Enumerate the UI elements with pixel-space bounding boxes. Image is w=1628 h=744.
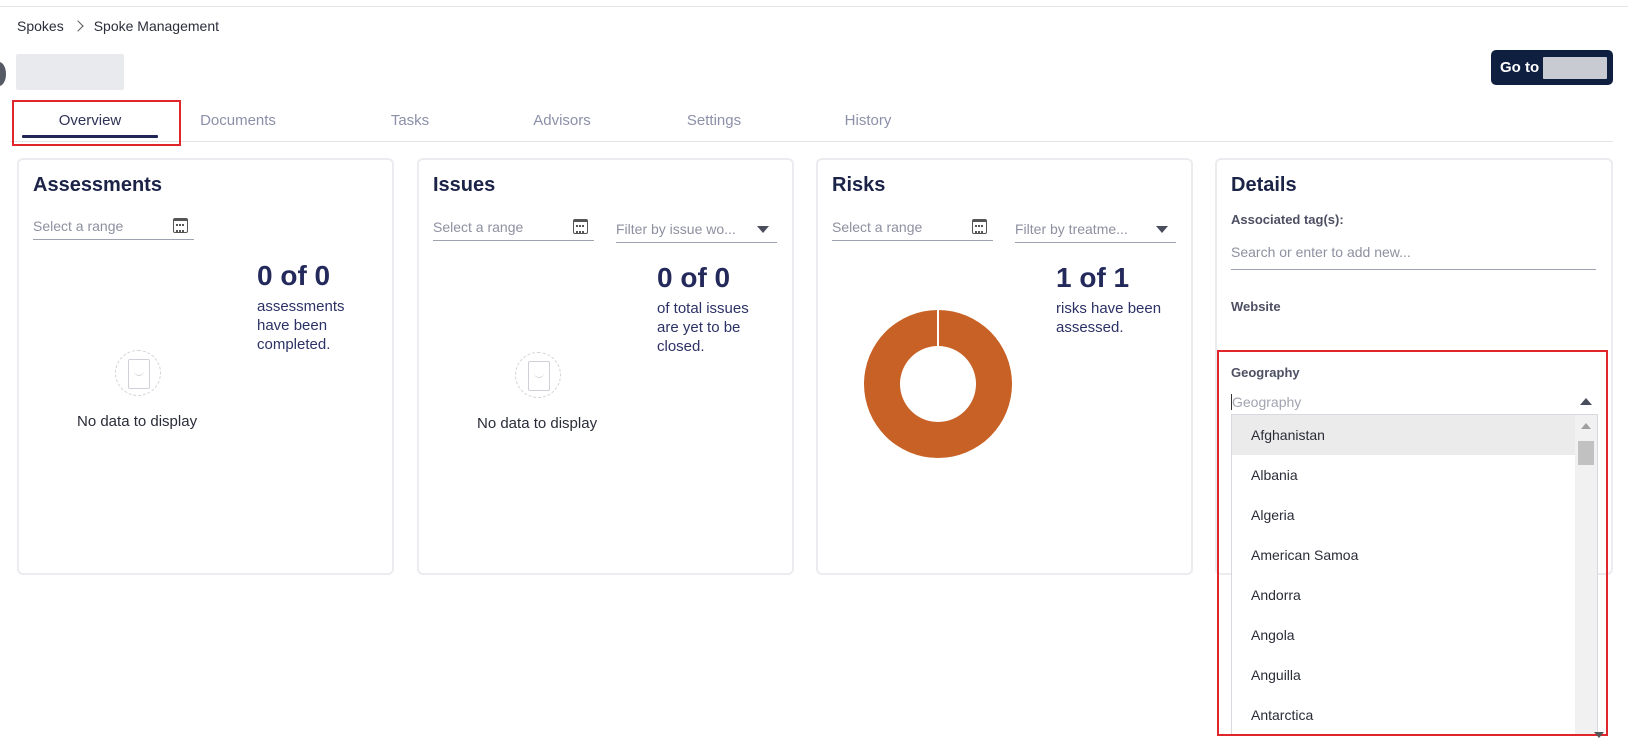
geography-option-andorra[interactable]: Andorra (1251, 587, 1301, 603)
risks-donut-chart (864, 308, 1012, 458)
issues-empty-text: No data to display (477, 415, 598, 432)
issues-stat: 0 of 0 (657, 262, 731, 293)
risks-donut-segment (864, 310, 1012, 458)
risks-title: Risks (832, 174, 886, 196)
breadcrumb-spokes-link[interactable]: Spokes (17, 18, 64, 34)
risks-range-placeholder: Select a range (832, 218, 923, 235)
risks-stat: 1 of 1 (1056, 262, 1130, 293)
tab-documents[interactable]: Documents (200, 112, 276, 129)
dropdown-scrollbar[interactable] (1575, 415, 1597, 735)
geography-option-algeria[interactable]: Algeria (1251, 507, 1295, 523)
tags-search-input[interactable]: Search or enter to add new... (1231, 234, 1596, 270)
assessments-stat: 0 of 0 (257, 260, 331, 291)
chevron-up-icon[interactable] (1580, 398, 1592, 405)
issues-filter-placeholder: Filter by issue wo... (616, 220, 736, 237)
tab-tasks[interactable]: Tasks (390, 112, 430, 129)
no-data-file-icon (515, 352, 561, 398)
calendar-icon[interactable] (573, 219, 588, 234)
assessments-card: Assessments Select a range 0 of 0 assess… (17, 158, 394, 575)
risks-filter-placeholder: Filter by treatme... (1015, 220, 1128, 237)
geography-option-angola[interactable]: Angola (1251, 627, 1295, 643)
avatar (0, 62, 6, 86)
go-to-label: Go to (1500, 59, 1540, 76)
calendar-icon[interactable] (972, 219, 987, 234)
assessments-range-input[interactable]: Select a range (33, 212, 194, 240)
tab-bar: Overview Documents Tasks Advisors Settin… (10, 100, 1613, 142)
geography-option-anguilla[interactable]: Anguilla (1251, 667, 1301, 683)
chevron-right-icon (72, 20, 84, 32)
issues-stat-desc: of total issues are yet to be closed. (657, 300, 749, 355)
issues-range-placeholder: Select a range (433, 218, 524, 235)
tab-history[interactable]: History (844, 112, 892, 129)
risks-filter-select[interactable]: Filter by treatme... (1015, 215, 1176, 243)
risks-card: Risks Select a range Filter by treatme..… (816, 158, 1193, 575)
breadcrumb-current: Spoke Management (93, 18, 220, 34)
issues-range-input[interactable]: Select a range (433, 213, 594, 241)
issues-filter-select[interactable]: Filter by issue wo... (616, 215, 777, 243)
go-to-button[interactable]: Go to (1491, 50, 1613, 85)
chevron-down-icon (757, 226, 769, 233)
chevron-down-icon (1156, 226, 1168, 233)
assessments-empty-text: No data to display (77, 413, 198, 430)
risks-range-input[interactable]: Select a range (832, 213, 993, 241)
scroll-up-arrow-icon[interactable] (1581, 423, 1591, 429)
tab-advisors[interactable]: Advisors (533, 112, 591, 129)
geography-dropdown-list: Afghanistan Albania Algeria American Sam… (1231, 414, 1598, 736)
geography-placeholder: Geography (1232, 394, 1302, 410)
issues-title: Issues (433, 174, 496, 196)
issues-card: Issues Select a range Filter by issue wo… (417, 158, 794, 575)
risks-stat-desc: risks have been assessed. (1056, 300, 1162, 336)
associated-tags-label: Associated tag(s): (1231, 212, 1344, 227)
scroll-down-arrow-icon[interactable] (1594, 732, 1604, 738)
geography-option-albania[interactable]: Albania (1251, 467, 1298, 483)
scrollbar-thumb[interactable] (1578, 441, 1594, 465)
details-title: Details (1231, 174, 1297, 196)
no-data-file-icon (115, 350, 161, 396)
go-to-target-redacted (1543, 56, 1608, 79)
geography-option-antarctica[interactable]: Antarctica (1251, 707, 1314, 723)
breadcrumb: Spokes Spoke Management (17, 18, 219, 34)
page-title (16, 54, 124, 90)
website-label: Website (1231, 299, 1281, 314)
tab-overview[interactable]: Overview (16, 100, 164, 141)
text-cursor (1231, 394, 1232, 410)
assessments-stat-desc: assessments have been completed. (257, 298, 345, 353)
geography-label: Geography (1231, 365, 1300, 380)
tab-settings[interactable]: Settings (686, 112, 742, 129)
calendar-icon[interactable] (173, 218, 188, 233)
top-divider (0, 6, 1628, 7)
geography-option-american-samoa[interactable]: American Samoa (1251, 547, 1359, 563)
assessments-range-placeholder: Select a range (33, 217, 124, 234)
tags-placeholder: Search or enter to add new... (1231, 243, 1411, 260)
assessments-title: Assessments (33, 174, 162, 196)
geography-option-afghanistan[interactable]: Afghanistan (1232, 415, 1575, 455)
geography-select-input[interactable]: Geography (1231, 389, 1596, 415)
